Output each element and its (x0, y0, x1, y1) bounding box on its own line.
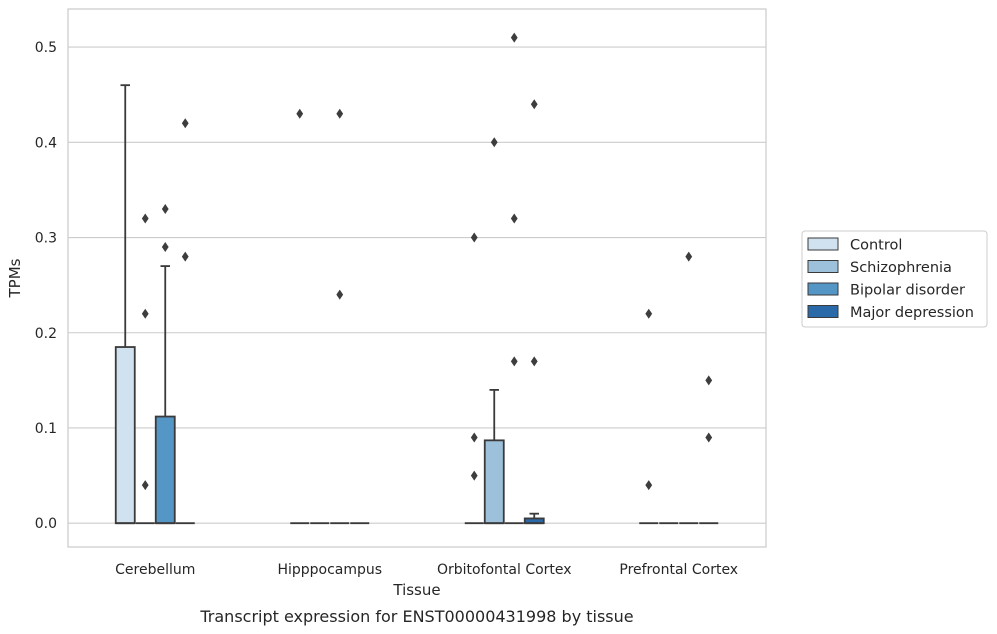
outlier-point (296, 108, 304, 119)
box-control (114, 84, 136, 525)
legend-label: Major depression (850, 305, 974, 321)
box-control (290, 108, 310, 525)
box-major-depression (175, 118, 195, 525)
box-control (639, 308, 659, 525)
y-tick-label: 0.0 (35, 516, 57, 532)
outlier-point (161, 242, 169, 253)
outlier-point (141, 308, 149, 319)
chart-caption: Transcript expression for ENST0000043199… (199, 607, 633, 626)
x-tick-label: Orbitofontal Cortex (437, 562, 572, 578)
outlier-point (510, 356, 518, 367)
x-axis-label: Tissue (392, 581, 440, 599)
x-tick-label: Cerebellum (115, 562, 195, 578)
box-body (154, 415, 176, 525)
outlier-point (181, 251, 189, 262)
outlier-point (530, 356, 538, 367)
outlier-point (470, 432, 478, 443)
box-schizophrenia (135, 213, 155, 525)
legend-swatch (807, 282, 839, 296)
outlier-point (645, 480, 653, 491)
box-bipolar-disorder (154, 203, 176, 525)
box-control (464, 232, 484, 525)
box-major-depression (699, 375, 719, 525)
outlier-point (336, 108, 344, 119)
outlier-point (181, 118, 189, 129)
legend-label: Control (850, 238, 902, 254)
x-tick-labels: Cerebellum Hipppocampus Orbitofontal Corte… (115, 562, 738, 578)
legend-swatch (807, 260, 839, 273)
box-plot-marks (114, 32, 719, 525)
y-tick-label: 0.3 (35, 231, 57, 247)
outlier-point (141, 480, 149, 491)
legend-frame (801, 230, 988, 328)
y-tick-label: 0.4 (35, 135, 57, 151)
x-tick-label: Hipppocampus (277, 562, 382, 578)
legend-label: Bipolar disorder (850, 283, 965, 299)
outlier-point (510, 213, 518, 224)
outlier-point (490, 137, 498, 148)
outlier-point (705, 432, 713, 443)
y-tick-label: 0.2 (35, 326, 57, 342)
box-bipolar-disorder (504, 32, 524, 525)
outlier-point (470, 470, 478, 481)
y-tick-labels: 0.0 0.1 0.2 0.3 0.4 0.5 (35, 40, 57, 532)
outlier-point (470, 232, 478, 243)
y-tick-label: 0.1 (35, 421, 57, 437)
outlier-point (530, 99, 538, 110)
box-body (114, 346, 136, 525)
box-bipolar-disorder (679, 251, 699, 525)
legend-swatch (807, 237, 839, 251)
y-tick-label: 0.5 (35, 40, 57, 56)
box-schizophrenia (483, 137, 505, 525)
box-bipolar-disorder (330, 108, 350, 525)
outlier-point (141, 213, 149, 224)
legend: Control Schizophrenia Bipolar disorder Majo… (801, 230, 988, 328)
legend-label: Schizophrenia (850, 260, 952, 276)
plot-frame (67, 8, 767, 548)
outlier-point (336, 289, 344, 300)
box-major-depression (523, 99, 545, 525)
box-body (483, 439, 505, 525)
outlier-point (685, 251, 693, 262)
outlier-point (705, 375, 713, 386)
legend-swatch (807, 305, 839, 318)
outlier-point (510, 32, 518, 43)
outlier-point (161, 203, 169, 214)
outlier-point (645, 308, 653, 319)
y-axis-label: TPMs (6, 258, 24, 298)
x-tick-label: Prefrontal Cortex (619, 562, 738, 578)
